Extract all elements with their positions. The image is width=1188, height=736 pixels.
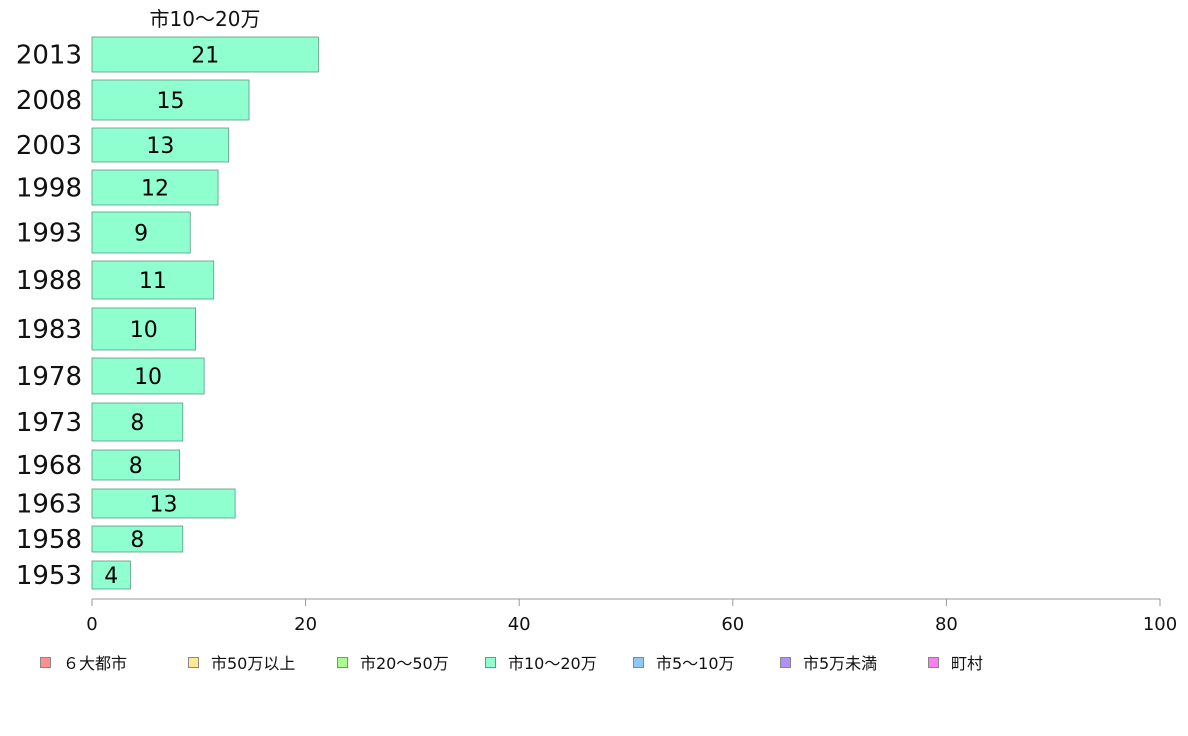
bars-group: 2013 21 2008 15 2003 13 1998 12 1993 9 1988 11 1983 1… [16,36,319,591]
bar-value-label-1953: 4 [104,564,118,589]
legend-swatch [337,656,348,668]
y-tick-label-1953: 1953 [16,561,82,591]
y-tick-label-1993: 1993 [16,219,82,249]
legend-item: 市10〜20万 [485,652,597,673]
x-tick-label-100: 100 [1143,614,1177,635]
legend-swatch [188,656,199,668]
legend-swatch [928,656,939,668]
legend-item: 市20〜50万 [337,652,449,673]
bar-2008 [91,79,250,121]
bar-2003 [91,127,230,163]
bar-1988 [91,260,215,300]
bar-1998 [91,169,219,206]
bar-1963 [91,488,236,519]
bar-value-label-1963: 13 [150,493,178,518]
y-tick-label-2008: 2008 [16,86,82,116]
x-tick-label-60: 60 [721,614,744,635]
chart-title: 市10〜20万 [150,7,261,31]
bar-value-label-1998: 12 [141,177,169,202]
legend-item: 市50万以上 [188,652,296,673]
bar-1973 [91,402,184,442]
bar-value-label-1978: 10 [134,365,162,390]
x-tick-label-80: 80 [935,614,958,635]
legend-item: 市5万未満 [780,652,878,673]
bar-value-label-1983: 10 [130,318,158,343]
bar-value-label-1988: 11 [139,269,167,294]
x-tick-label-20: 20 [294,614,317,635]
legend-swatch [633,656,644,668]
y-tick-label-1968: 1968 [16,451,82,481]
bar-value-label-1958: 8 [130,528,144,553]
bar-value-label-1973: 8 [130,411,144,436]
legend-swatch [485,656,496,668]
legend-label: ６大都市 [63,654,128,673]
bar-1953 [91,560,131,590]
y-tick-label-2013: 2013 [16,41,82,71]
x-tick-label-40: 40 [508,614,531,635]
legend-item: 市5〜10万 [633,652,735,673]
bar-value-label-1968: 8 [129,454,143,479]
legend-swatch [40,656,51,668]
bar-1983 [91,307,196,351]
y-tick-label-1988: 1988 [16,266,82,296]
y-tick-label-1963: 1963 [16,490,82,520]
bar-value-label-2008: 15 [156,89,184,114]
bar-1993 [91,211,191,254]
y-tick-label-2003: 2003 [16,131,82,161]
y-tick-label-1973: 1973 [16,408,82,438]
bar-value-label-2013: 21 [191,44,219,69]
y-tick-label-1978: 1978 [16,362,82,392]
legend-label: 町村 [951,654,984,673]
legend-item: ６大都市 [40,652,128,673]
y-tick-label-1958: 1958 [16,525,82,555]
legend-label: 市5万未満 [803,654,878,673]
bar-1958 [91,525,184,553]
bar-2013 [91,36,319,73]
legend-label: 市5〜10万 [656,654,735,673]
y-tick-label-1983: 1983 [16,315,82,345]
y-tick-label-1998: 1998 [16,174,82,204]
bar-1978 [91,357,205,395]
legend-item: 町村 [928,652,984,673]
x-tick-label-0: 0 [86,614,97,635]
legend-label: 市50万以上 [211,654,296,673]
legend-label: 市20〜50万 [360,654,449,673]
legend-label: 市10〜20万 [508,654,597,673]
x-axis: 0 20 40 60 80 100 [86,598,1177,635]
bar-value-label-2003: 13 [146,134,174,159]
legend-swatch [780,656,791,668]
bar-1968 [91,449,180,481]
bar-value-label-1993: 9 [134,222,148,247]
